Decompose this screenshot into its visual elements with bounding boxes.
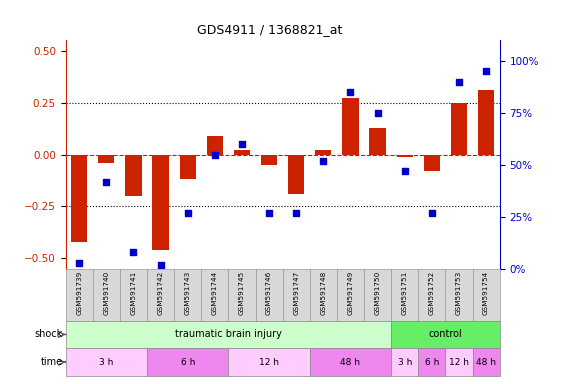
Point [156,262,165,268]
Bar [445,348,473,376]
Bar [418,269,445,321]
Bar [445,269,473,321]
Text: 6 h: 6 h [425,358,439,367]
Bar [152,155,169,250]
Bar [120,269,147,321]
Bar [66,321,391,348]
Bar [391,269,418,321]
Text: GSM591747: GSM591747 [293,270,299,314]
Point [427,210,436,216]
Point [319,158,328,164]
Text: GSM591750: GSM591750 [375,270,381,314]
Point [210,152,219,158]
Text: GSM591741: GSM591741 [130,270,136,314]
Bar [98,155,114,163]
Text: GSM591742: GSM591742 [158,270,164,314]
Bar [71,155,87,242]
Text: 3 h: 3 h [397,358,412,367]
Point [373,110,382,116]
Bar [424,155,440,171]
Bar [202,269,228,321]
Text: traumatic brain injury: traumatic brain injury [175,329,282,339]
Text: 48 h: 48 h [340,358,360,367]
Point [346,89,355,95]
Text: GSM591746: GSM591746 [266,270,272,314]
Point [183,210,192,216]
Point [238,141,247,147]
Bar [228,269,255,321]
Bar [66,348,147,376]
Bar [283,269,309,321]
Bar [396,155,413,157]
Text: 12 h: 12 h [449,358,469,367]
Bar [255,269,283,321]
Text: GSM591754: GSM591754 [483,270,489,314]
Point [102,179,111,185]
Bar [147,348,228,376]
Bar [391,348,418,376]
Bar [473,348,500,376]
Text: GSM591739: GSM591739 [76,270,82,314]
Text: 6 h: 6 h [180,358,195,367]
Bar [174,269,202,321]
Bar [66,269,93,321]
Point [481,68,490,74]
Bar [126,155,142,196]
Bar [418,348,445,376]
Bar [369,127,386,155]
Point [455,79,464,85]
Point [400,168,409,174]
Text: GSM591753: GSM591753 [456,270,462,314]
Text: GSM591743: GSM591743 [184,270,191,314]
Bar [93,269,120,321]
Bar [147,269,174,321]
Bar [288,155,304,194]
Bar [478,90,494,155]
Bar [451,103,467,155]
Text: time: time [41,357,63,367]
Bar [179,155,196,179]
Text: 48 h: 48 h [476,358,496,367]
Text: GSM591745: GSM591745 [239,270,245,314]
Text: control: control [428,329,463,339]
Text: GSM591751: GSM591751 [401,270,408,314]
Text: GSM591752: GSM591752 [429,270,435,314]
Point [264,210,274,216]
Text: GSM591744: GSM591744 [212,270,218,314]
Point [129,249,138,255]
Bar [228,348,309,376]
Bar [309,348,391,376]
Bar [315,151,331,155]
Bar [364,269,391,321]
Text: shock: shock [35,329,63,339]
Bar [261,155,278,165]
Bar [391,321,500,348]
Bar [473,269,500,321]
Text: 3 h: 3 h [99,358,114,367]
Text: GSM591748: GSM591748 [320,270,327,314]
Bar [234,151,250,155]
Bar [342,98,359,155]
Point [75,260,84,266]
Bar [207,136,223,155]
Point [292,210,301,216]
Text: GDS4911 / 1368821_at: GDS4911 / 1368821_at [197,23,343,36]
Text: GSM591740: GSM591740 [103,270,110,314]
Text: GSM591749: GSM591749 [347,270,353,314]
Bar [337,269,364,321]
Bar [309,269,337,321]
Text: 12 h: 12 h [259,358,279,367]
